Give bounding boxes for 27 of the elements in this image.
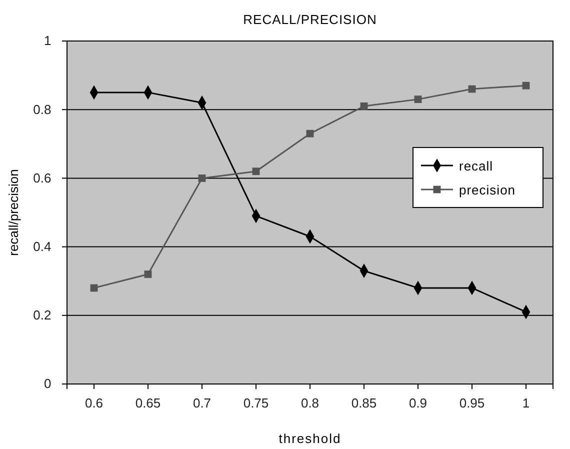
point — [522, 82, 530, 90]
x-tick-label: 0.85 — [351, 396, 377, 411]
point — [144, 270, 152, 278]
y-tick-label: 0.2 — [33, 308, 52, 323]
x-tick-label: 0.65 — [135, 396, 161, 411]
y-tick-label: 1 — [44, 33, 52, 48]
y-tick-label: 0 — [44, 376, 52, 392]
x-tick-label: 0.8 — [300, 396, 320, 411]
point — [252, 168, 260, 176]
y-tick-label: 0.6 — [33, 170, 52, 186]
point — [198, 174, 206, 182]
point — [414, 96, 422, 104]
x-tick-label: 0.7 — [192, 396, 212, 411]
point — [360, 102, 368, 110]
y-tick-label: 0.4 — [33, 238, 52, 254]
chart-title: RECALL/PRECISION — [243, 12, 377, 27]
y-axis-title: recall/precision — [6, 169, 21, 256]
legend-label: recall — [459, 158, 494, 174]
x-tick-label: 0.75 — [243, 396, 269, 411]
x-axis-title: threshold — [278, 431, 342, 446]
x-tick-label: 0.6 — [84, 396, 104, 411]
legend-label: precision — [459, 182, 516, 198]
point — [306, 130, 314, 138]
x-tick-label: 0.95 — [459, 396, 485, 411]
y-tick-label: 0.8 — [33, 102, 52, 117]
x-tick-label: 0.9 — [408, 396, 428, 411]
x-tick-label: 1 — [522, 396, 530, 411]
